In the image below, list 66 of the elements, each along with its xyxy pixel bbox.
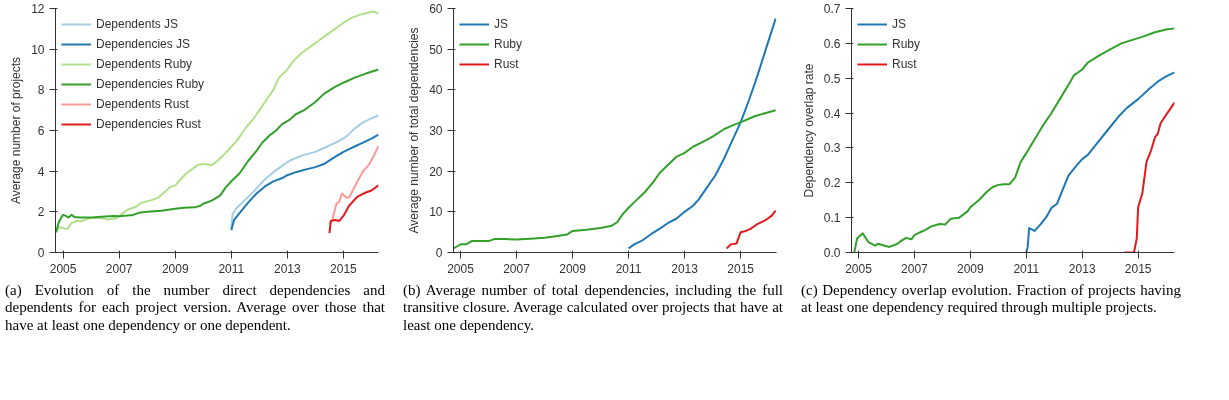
y-tick-label: 2 <box>37 205 45 220</box>
y-tick-label: 20 <box>429 164 443 179</box>
text: (c) Dependency overlap evolution. Fraction of projects having at least one dependency required through multiple projects. <box>801 282 1181 317</box>
line-series <box>627 17 777 250</box>
line-series <box>1025 71 1175 253</box>
x-tick-label: 2009 <box>161 261 189 276</box>
x-tick-label: 2015 <box>1124 261 1152 276</box>
y-tick-label: 0.2 <box>823 176 841 191</box>
x-tick-label: 2005 <box>49 261 77 276</box>
y-tick-label: 4 <box>37 164 45 179</box>
line-series <box>55 10 379 234</box>
x-tick-label: 2013 <box>274 261 302 276</box>
line-series <box>725 209 777 250</box>
x-tick-label: 2015 <box>330 261 358 276</box>
legend-label: Ruby <box>494 37 523 51</box>
y-tick-label: 0 <box>37 246 45 260</box>
x-tick-label: 2015 <box>727 261 755 276</box>
y-tick-label: 0.5 <box>823 71 841 86</box>
text: (b) Average number of total dependencies, including the full transitive closure. Average calculated over projects that have at least one dependency. <box>403 282 783 334</box>
line-series <box>328 144 379 226</box>
y-tick-label: 0.3 <box>823 141 841 156</box>
x-tick-label: 2009 <box>957 261 985 276</box>
y-tick-label: 10 <box>429 205 443 220</box>
y-tick-label: 30 <box>429 124 443 138</box>
y-axis-title: Average number of total dependencies <box>407 27 422 234</box>
y-tick-label: 0 <box>435 246 443 260</box>
y-tick-label: 40 <box>429 83 443 98</box>
y-tick-label: 0.1 <box>823 211 841 226</box>
x-tick-label: 2011 <box>218 261 245 276</box>
x-tick-label: 2005 <box>845 261 873 276</box>
line-series <box>230 133 379 232</box>
y-tick-label: 0.6 <box>823 36 841 51</box>
x-tick-label: 2009 <box>559 261 587 276</box>
y-tick-label: 0.4 <box>823 106 841 121</box>
x-tick-label: 2005 <box>447 261 475 276</box>
line-series <box>328 184 379 235</box>
x-tick-label: 2013 <box>671 261 699 276</box>
legend-label: JS <box>494 17 509 31</box>
y-tick-label: 6 <box>37 124 45 138</box>
legend-label: JS <box>892 17 907 31</box>
x-tick-label: 2007 <box>503 261 531 276</box>
y-tick-label: 10 <box>31 42 45 57</box>
x-tick-label: 2013 <box>1068 261 1096 276</box>
x-tick-label: 2011 <box>615 261 642 276</box>
y-tick-label: 12 <box>31 2 45 16</box>
y-tick-label: 50 <box>429 42 443 57</box>
legend-label: Dependencies Rust <box>96 117 201 131</box>
y-tick-label: 60 <box>429 2 443 16</box>
x-tick-label: 2007 <box>105 261 133 276</box>
y-tick-label: 8 <box>37 83 45 98</box>
x-tick-label: 2011 <box>1013 261 1040 276</box>
legend-label: Rust <box>892 57 917 71</box>
legend-label: Rust <box>494 57 519 71</box>
x-tick-label: 2007 <box>901 261 929 276</box>
y-tick-label: 0.0 <box>823 246 841 260</box>
y-axis-title: Average number of projects <box>9 56 24 205</box>
legend-label: Dependents Rust <box>96 97 189 111</box>
legend-label: Dependents Ruby <box>96 57 193 71</box>
legend-label: Dependencies JS <box>96 37 191 51</box>
y-tick-label: 0.7 <box>823 2 841 16</box>
legend-label: Ruby <box>892 37 921 51</box>
y-axis-title: Dependency overlap rate <box>801 63 816 198</box>
legend-label: Dependents JS <box>96 17 179 31</box>
text: (a) Evolution of the number direct dependencies and dependents for each project version. Average over those that have at least one dependency or one dependent. <box>5 282 385 334</box>
line-series <box>230 114 379 230</box>
legend-label: Dependencies Ruby <box>96 77 205 91</box>
